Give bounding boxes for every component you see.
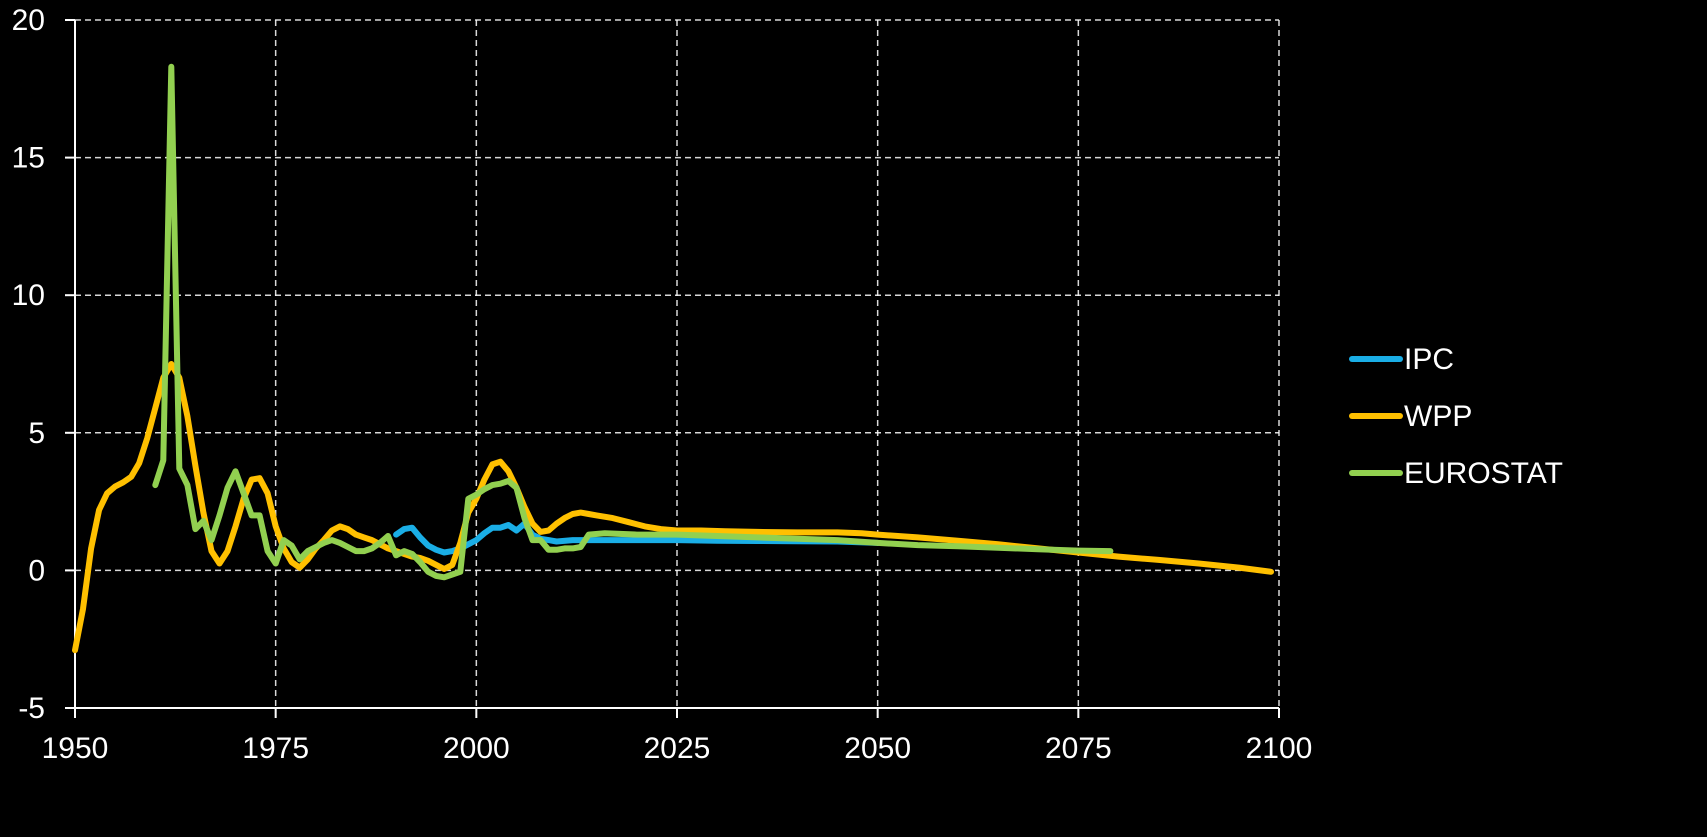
x-tick-label: 1975	[242, 732, 309, 765]
tick-labels: -5 0 5 10 15 20 1950 1975 2000 2025 2050 2075 2100	[12, 4, 1313, 765]
series-line-wpp	[72, 361, 1274, 654]
legend-label-wpp: WPP	[1404, 400, 1472, 433]
y-tick-label: 15	[12, 142, 45, 175]
y-tick-label: 20	[12, 4, 45, 37]
series-line-ipc	[393, 520, 881, 556]
series-line-eurostat	[152, 63, 1114, 581]
x-tick-label: 2075	[1045, 732, 1112, 765]
y-tick-label: 10	[12, 279, 45, 312]
x-tick-label: 2000	[443, 732, 510, 765]
x-tick-label: 1950	[42, 732, 109, 765]
y-tick-label: 5	[28, 417, 45, 450]
series-lines	[72, 63, 1274, 654]
grid	[75, 19, 1280, 708]
y-tick-label: -5	[18, 692, 45, 725]
legend-label-eurostat: EUROSTAT	[1404, 457, 1563, 490]
legend-label-ipc: IPC	[1404, 343, 1454, 376]
x-tick-label: 2025	[644, 732, 711, 765]
x-tick-label: 2100	[1246, 732, 1313, 765]
axes	[65, 19, 1280, 718]
y-tick-label: 0	[28, 554, 45, 587]
x-tick-label: 2050	[844, 732, 911, 765]
legend: IPC WPP EUROSTAT	[1349, 343, 1563, 490]
